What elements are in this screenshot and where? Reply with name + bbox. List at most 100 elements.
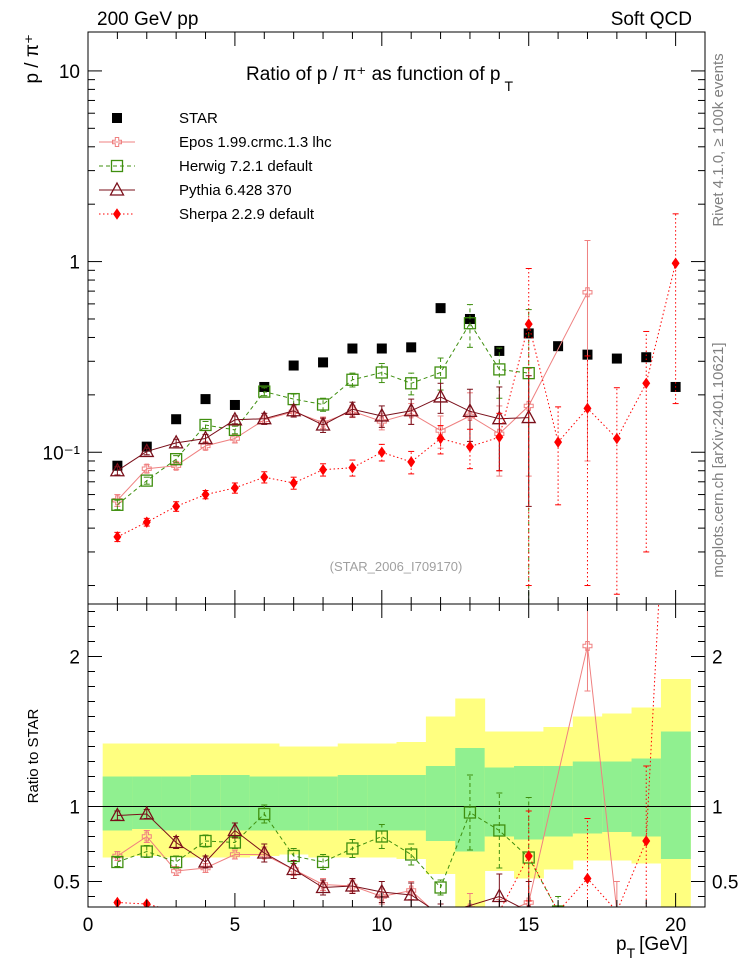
ratio-point-sherpa-2-2-9-default: [410, 905, 413, 907]
main-point-star: [288, 360, 299, 371]
ratio-point-sherpa-2-2-9-default: [175, 905, 177, 907]
main-series-star: [112, 303, 681, 471]
main-point-sherpa-2-2-9-default: [319, 464, 328, 476]
ratio-point-herwig-7-2-1-default: [551, 905, 565, 907]
ratio-point-sherpa-2-2-9-default: [616, 905, 618, 907]
main-point-sherpa-2-2-9-default: [142, 516, 151, 528]
ratio-point-sherpa-2-2-9-default: [439, 905, 442, 907]
ratio-point-pythia-6-428-370: [440, 906, 442, 907]
main-series-herwig-7-2-1-default: [111, 304, 535, 604]
ratio-point-sherpa-2-2-9-default: [583, 872, 592, 885]
main-point-pythia-6-428-370: [374, 407, 390, 422]
ratio-point-epos-1-99-crmc-1-3-lhc: [112, 851, 123, 861]
legend-marker-epos-1-99-crmc-1-3-lhc: [112, 137, 122, 147]
main-point-epos-1-99-crmc-1-3-lhc: [376, 416, 387, 427]
ratio-point-sherpa-2-2-9-default: [263, 905, 266, 907]
ratio-point-epos-1-99-crmc-1-3-lhc: [229, 849, 240, 860]
ratio-point-pythia-6-428-370: [315, 879, 331, 894]
main-point-sherpa-2-2-9-default: [524, 318, 533, 330]
main-point-herwig-7-2-1-default: [258, 385, 271, 398]
ratio-point-sherpa-2-2-9-default: [351, 905, 354, 907]
main-point-epos-1-99-crmc-1-3-lhc: [523, 400, 534, 411]
main-point-sherpa-2-2-9-default: [554, 436, 563, 448]
ratio-band-1sigma: [660, 731, 691, 859]
main-point-star: [229, 399, 240, 410]
ratio-point-pythia-6-428-370: [109, 807, 125, 822]
ratio-y-tick-label: 1: [69, 798, 80, 819]
ratio-band-1sigma: [337, 775, 368, 831]
main-point-epos-1-99-crmc-1-3-lhc: [141, 463, 152, 474]
ratio-point-epos-1-99-crmc-1-3-lhc: [582, 641, 593, 651]
main-point-pythia-6-428-370: [491, 410, 507, 425]
ratio-point-herwig-7-2-1-default: [463, 806, 477, 819]
main-point-star: [406, 342, 417, 353]
main-point-sherpa-2-2-9-default: [436, 432, 445, 445]
main-point-star: [318, 357, 329, 368]
legend-marker-pythia-6-428-370: [109, 181, 125, 196]
ratio-point-epos-1-99-crmc-1-3-lhc: [259, 849, 270, 860]
ratio-point-herwig-7-2-1-default: [493, 824, 506, 837]
main-point-sherpa-2-2-9-default: [172, 500, 181, 513]
ratio-point-sherpa-2-2-9-default: [557, 905, 559, 907]
main-point-sherpa-2-2-9-default: [671, 257, 680, 269]
ratio-point-pythia-6-428-370: [168, 834, 184, 849]
main-line-herwig-7-2-1-default: [117, 322, 529, 506]
main-point-star: [494, 345, 505, 356]
mcplots-reference-label: mcplots.cern.ch [arXiv:2401.10621]: [710, 342, 727, 577]
main-point-sherpa-2-2-9-default: [289, 477, 298, 489]
ratio-y-axis-label: Ratio to STAR: [25, 708, 42, 803]
main-point-star: [611, 353, 622, 364]
legend: STAR Epos 1.99.crmc.1.3 lhc Herwig 7.2.1 d…: [99, 110, 332, 223]
main-point-star: [141, 441, 152, 452]
ratio-point-pythia-6-428-370: [256, 844, 272, 859]
chart-title: Ratio of p / π⁺ as function of pT: [246, 64, 513, 94]
ratio-point-sherpa-2-2-9-default: [672, 277, 679, 287]
x-tick-label: 5: [230, 915, 241, 936]
legend-label-herwig-7-2-1-default: Herwig 7.2.1 default: [179, 158, 313, 175]
ratio-point-epos-1-99-crmc-1-3-lhc: [406, 885, 417, 896]
main-point-pythia-6-428-370: [286, 402, 302, 417]
ratio-band-1sigma: [425, 766, 456, 841]
x-tick-label: 20: [665, 915, 686, 936]
ratio-band-1sigma: [278, 776, 309, 831]
ratio-point-herwig-7-2-1-default: [405, 848, 418, 861]
main-point-sherpa-2-2-9-default: [465, 440, 474, 453]
main-point-herwig-7-2-1-default: [405, 377, 418, 390]
ratio-band-1sigma: [190, 775, 221, 831]
ratio-point-pythia-6-428-370: [197, 853, 214, 868]
ratio-point-herwig-7-2-1-default: [199, 834, 212, 848]
main-point-herwig-7-2-1-default: [375, 366, 388, 379]
legend-label-epos-1-99-crmc-1-3-lhc: Epos 1.99.crmc.1.3 lhc: [179, 134, 332, 151]
main-point-star: [200, 394, 211, 405]
main-point-sherpa-2-2-9-default: [612, 432, 621, 445]
main-point-herwig-7-2-1-default: [463, 317, 477, 330]
main-series-sherpa-2-2-9-default: [113, 213, 680, 595]
ratio-band-1sigma: [132, 776, 162, 829]
ratio-point-epos-1-99-crmc-1-3-lhc: [614, 906, 620, 907]
x-tick-label: 0: [83, 915, 94, 936]
ratio-y-tick-label-right: 1: [712, 798, 723, 819]
ratio-point-herwig-7-2-1-default: [375, 830, 388, 843]
ratio-point-pythia-6-428-370: [227, 822, 243, 837]
main-point-epos-1-99-crmc-1-3-lhc: [435, 425, 446, 436]
legend-marker-sherpa-2-2-9-default: [113, 208, 121, 220]
ratio-band-1sigma: [396, 775, 427, 831]
main-point-star: [553, 341, 564, 352]
x-axis-label: pT [GeV]: [616, 934, 688, 961]
ratio-point-herwig-7-2-1-default: [316, 855, 330, 869]
main-point-sherpa-2-2-9-default: [583, 402, 592, 415]
main-point-star: [259, 381, 270, 392]
ratio-band-1sigma: [220, 775, 251, 831]
main-point-herwig-7-2-1-default: [111, 498, 124, 511]
main-point-pythia-6-428-370: [139, 443, 155, 458]
analysis-id-watermark: (STAR_2006_I709170): [330, 559, 463, 574]
main-point-pythia-6-428-370: [197, 430, 214, 445]
main-point-star: [347, 343, 358, 354]
main-series-pythia-6-428-370: [109, 375, 537, 507]
main-point-epos-1-99-crmc-1-3-lhc: [112, 495, 123, 506]
main-point-sherpa-2-2-9-default: [230, 482, 239, 494]
main-point-sherpa-2-2-9-default: [201, 488, 210, 501]
main-point-star: [641, 352, 652, 363]
main-point-sherpa-2-2-9-default: [642, 377, 651, 389]
